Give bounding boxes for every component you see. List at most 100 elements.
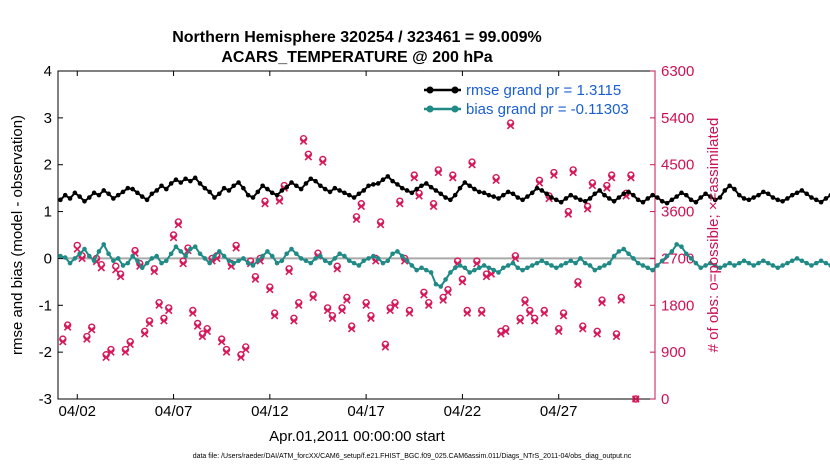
- obs-assimilated-marker: [266, 285, 274, 294]
- rmse-point: [467, 183, 472, 189]
- obs-assimilated-marker: [631, 395, 640, 403]
- obs-assimilated-marker: [140, 330, 149, 338]
- rmse-point: [178, 180, 184, 185]
- bias-point: [563, 260, 569, 266]
- bias-point: [635, 260, 641, 266]
- y-left-tick-label: 0: [44, 250, 52, 267]
- rmse-point: [491, 194, 497, 199]
- rmse-point: [809, 195, 814, 200]
- rmse-point: [245, 192, 251, 198]
- bias-point: [188, 246, 193, 252]
- obs-assimilated-marker: [367, 314, 375, 323]
- rmse-point: [361, 188, 367, 193]
- rmse-point: [91, 190, 97, 196]
- rmse-point: [693, 199, 699, 205]
- obs-assimilated-marker: [434, 168, 443, 177]
- rmse-point: [154, 188, 159, 193]
- rmse-point: [804, 191, 809, 197]
- bias-point: [106, 251, 111, 257]
- x-tick-label: 04/07: [155, 403, 193, 420]
- obs-assimilated-marker: [550, 171, 558, 179]
- obs-assimilated-marker: [511, 254, 520, 263]
- bias-point: [457, 263, 463, 268]
- bias-point: [525, 265, 530, 271]
- obs-count-markers: [59, 119, 640, 403]
- obs-assimilated-stroke: [535, 179, 544, 187]
- y-axis-left-ticks: -3 -2 -1 0 1 2 3 4: [39, 63, 63, 408]
- obs-assimilated-marker: [160, 317, 168, 325]
- y-left-tick-label: 1: [44, 204, 52, 221]
- obs-assimilated-marker: [583, 205, 592, 213]
- bias-point: [549, 263, 554, 268]
- bias-point: [77, 251, 82, 257]
- bias-point: [332, 256, 338, 261]
- rmse-point: [120, 189, 126, 195]
- rmse-point: [226, 188, 232, 193]
- bias-point: [395, 249, 400, 254]
- obs-assimilated-marker: [357, 202, 366, 211]
- rmse-point: [525, 194, 530, 199]
- bias-point: [120, 263, 126, 268]
- obs-assimilated-marker: [439, 296, 447, 304]
- bias-point: [255, 258, 261, 264]
- rmse-point: [313, 178, 318, 184]
- obs-assimilated-marker: [169, 233, 178, 242]
- obs-assimilated-marker: [217, 337, 226, 346]
- bias-point: [356, 263, 362, 268]
- bias-point: [491, 267, 497, 273]
- bias-point: [399, 253, 405, 259]
- bias-point: [765, 260, 771, 266]
- bias-point: [554, 265, 559, 271]
- rmse-point: [308, 176, 314, 182]
- obs-assimilated-marker: [333, 265, 342, 273]
- bias-point: [159, 260, 164, 266]
- rmse-point: [568, 192, 574, 198]
- bias-point: [717, 265, 723, 271]
- bias-point: [659, 258, 665, 264]
- obs-assimilated-stroke: [559, 311, 568, 320]
- rmse-point: [549, 195, 554, 200]
- obs-assimilated-stroke: [574, 280, 582, 289]
- rmse-point: [221, 185, 227, 191]
- obs-assimilated-stroke: [150, 267, 159, 276]
- x-axis-label: Apr.01,2011 00:00:00 start: [269, 428, 446, 445]
- rmse-point: [481, 190, 487, 196]
- obs-assimilated-marker: [405, 309, 414, 317]
- obs-assimilated-marker: [410, 173, 419, 182]
- rmse-point: [722, 188, 728, 193]
- obs-assimilated-stroke: [410, 173, 419, 182]
- bias-point: [722, 263, 728, 268]
- bias-point: [433, 281, 439, 287]
- bias-point: [467, 270, 472, 275]
- bias-point: [544, 260, 549, 266]
- obs-assimilated-marker: [343, 296, 351, 304]
- rmse-point: [395, 182, 400, 187]
- rmse-point: [332, 185, 338, 191]
- rmse-point: [635, 197, 641, 203]
- bias-point: [785, 260, 790, 266]
- bias-point: [294, 251, 299, 257]
- rmse-point: [62, 192, 68, 198]
- rmse-point: [698, 195, 704, 200]
- bias-point: [462, 265, 468, 271]
- bias-point: [135, 258, 140, 264]
- obs-assimilated-stroke: [468, 160, 476, 169]
- rmse-point: [539, 188, 545, 193]
- obs-assimilated-marker: [150, 267, 159, 276]
- rmse-point: [452, 192, 458, 198]
- obs-assimilated-stroke: [617, 296, 626, 304]
- obs-assimilated-stroke: [516, 317, 524, 325]
- rmse-point: [183, 176, 188, 182]
- rmse-point: [544, 191, 549, 197]
- rmse-point: [274, 192, 280, 198]
- x-tick-label: 04/12: [251, 403, 289, 420]
- bias-point: [318, 253, 323, 259]
- obs-assimilated-stroke: [217, 337, 226, 346]
- obs-assimilated-stroke: [429, 202, 438, 211]
- bias-point: [761, 258, 766, 264]
- bias-point: [558, 263, 564, 268]
- obs-assimilated-marker: [87, 325, 96, 334]
- obs-assimilated-marker: [116, 272, 125, 281]
- bias-point: [149, 256, 155, 261]
- bias-point: [289, 246, 294, 252]
